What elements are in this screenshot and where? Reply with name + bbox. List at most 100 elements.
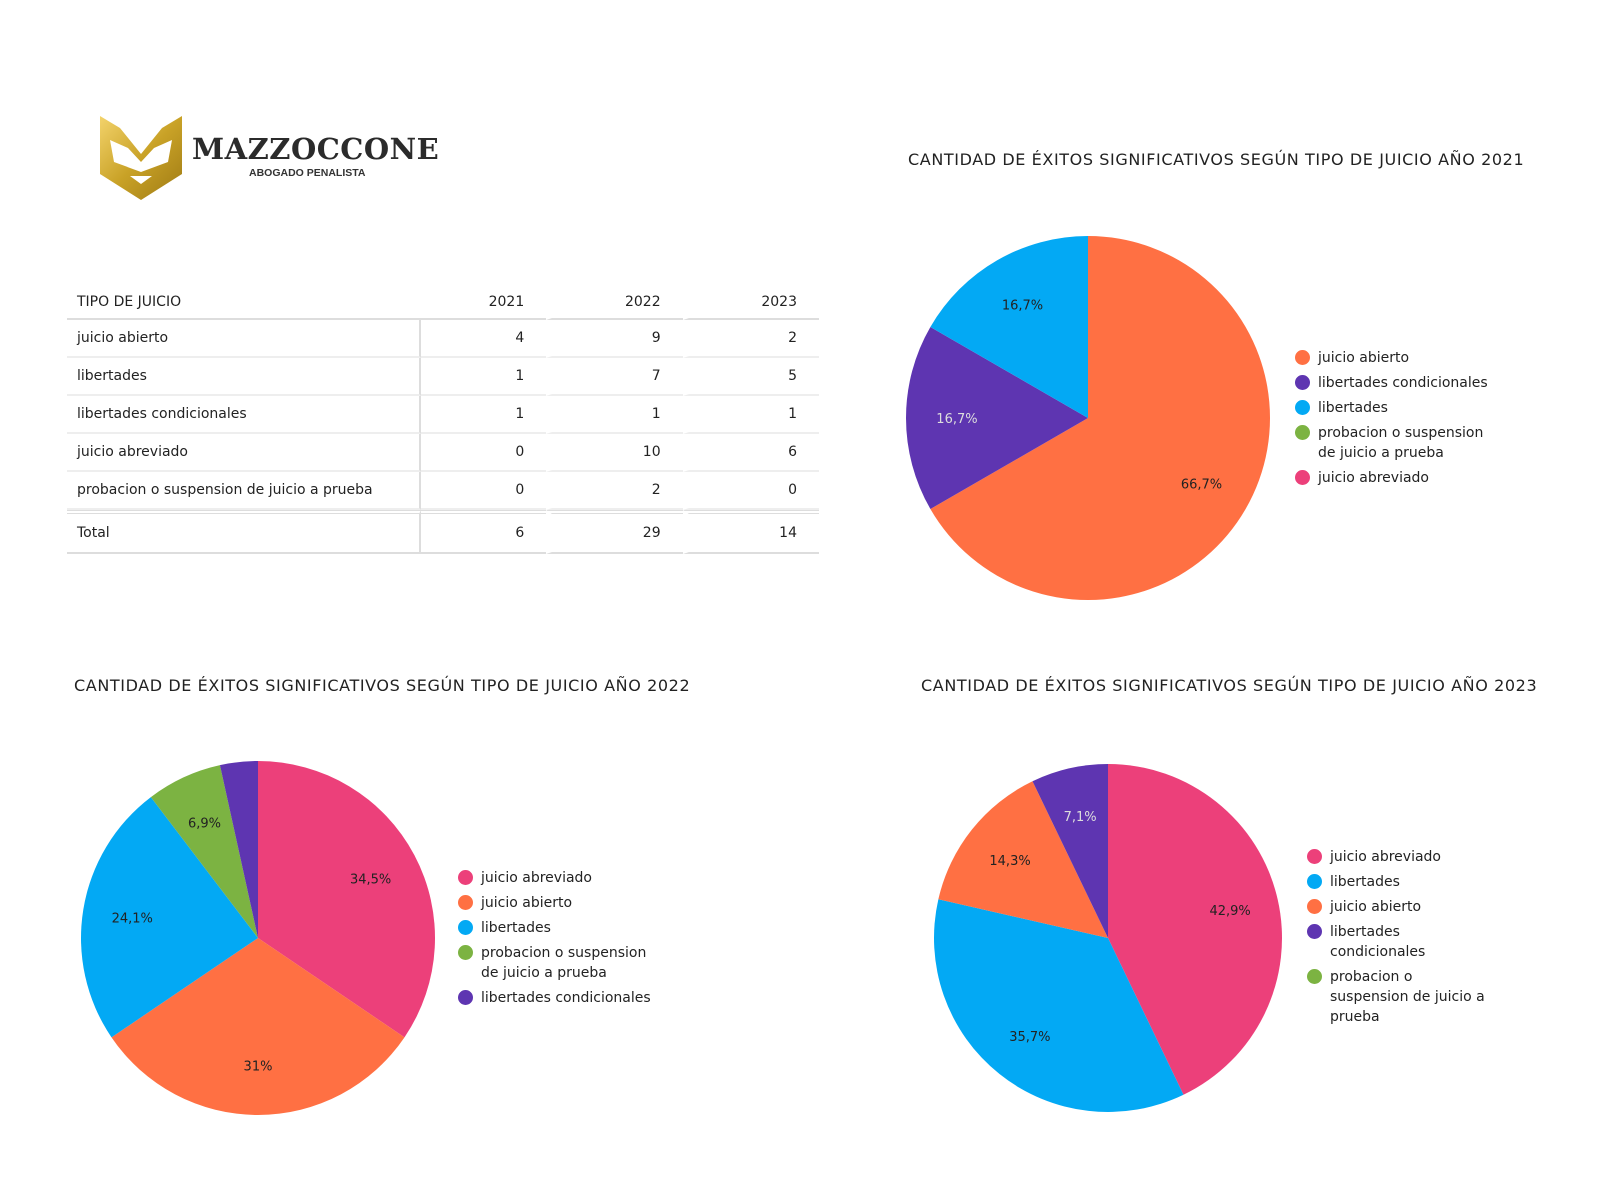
total-value: 29	[546, 510, 683, 554]
legend-item: libertades condicionales	[458, 988, 663, 1008]
chart-title-2021: CANTIDAD DE ÉXITOS SIGNIFICATIVOS SEGÚN …	[908, 150, 1525, 169]
legend-dot-icon	[1295, 400, 1310, 415]
pie-slice	[906, 327, 1088, 509]
logo: MAZZOCCONE ABOGADO PENALISTA	[100, 114, 439, 204]
legend-label: libertades condicionales	[1330, 924, 1426, 960]
legend-dot-icon	[1295, 470, 1310, 485]
legend-dot-icon	[1295, 425, 1310, 440]
chart-title-2023: CANTIDAD DE ÉXITOS SIGNIFICATIVOS SEGÚN …	[921, 676, 1538, 695]
legend-dot-icon	[1307, 874, 1322, 889]
legend-dot-icon	[1307, 899, 1322, 914]
table-row: juicio abierto 4 9 2	[67, 320, 819, 358]
chart-title-2022: CANTIDAD DE ÉXITOS SIGNIFICATIVOS SEGÚN …	[74, 676, 691, 695]
col-header-2023: 2023	[682, 288, 819, 320]
table-row: probacion o suspension de juicio a prueb…	[67, 472, 819, 510]
pie-slice	[930, 236, 1271, 600]
row-label: libertades	[67, 358, 421, 396]
cell-value: 4	[421, 320, 547, 358]
table-row: juicio abreviado 0 10 6	[67, 434, 819, 472]
pie-slice-label: 34,5%	[350, 872, 391, 887]
pie-slice-label: 24,1%	[112, 911, 153, 926]
legend-item: juicio abierto	[1295, 348, 1500, 368]
legend-item: probacion o suspension de juicio a prueb…	[1295, 423, 1500, 463]
pie-slice	[930, 236, 1088, 418]
legend-dot-icon	[458, 870, 473, 885]
legend-item: juicio abreviado	[458, 868, 663, 888]
col-header-2021: 2021	[421, 288, 547, 320]
pie-slice	[1108, 764, 1282, 1095]
row-label: probacion o suspension de juicio a prueb…	[67, 472, 421, 510]
legend-label: juicio abierto	[481, 895, 573, 911]
legend-item: probacion o suspension de juicio a prueb…	[458, 943, 663, 983]
legend-item: juicio abierto	[1307, 897, 1492, 917]
legend-label: libertades	[1330, 874, 1400, 890]
cell-value: 9	[546, 320, 683, 358]
total-value: 6	[421, 510, 547, 554]
legend-dot-icon	[1307, 849, 1322, 864]
cell-value: 0	[421, 472, 547, 510]
pie-2: 42,9% 35,7% 14,3% 7,1%	[934, 764, 1282, 1112]
cell-value: 0	[682, 472, 819, 510]
legend-label: juicio abreviado	[1330, 849, 1441, 865]
legend-label: probacion o suspension de juicio a prueb…	[1330, 969, 1485, 1025]
col-header-type: TIPO DE JUICIO	[67, 288, 421, 320]
col-header-2022: 2022	[546, 288, 683, 320]
legend-dot-icon	[458, 945, 473, 960]
legend-dot-icon	[1307, 924, 1322, 939]
legend-label: juicio abierto	[1318, 350, 1410, 366]
cell-value: 1	[682, 396, 819, 434]
pie-slice-label: 16,7%	[936, 412, 977, 427]
legend-label: libertades condicionales	[481, 990, 651, 1006]
pie-slice	[150, 765, 258, 938]
cell-value: 6	[682, 434, 819, 472]
pie-slice-label: 66,7%	[1181, 478, 1222, 493]
legend-dot-icon	[458, 895, 473, 910]
legend-label: libertades	[481, 920, 551, 936]
legend-item: libertades	[458, 918, 663, 938]
table-total-row: Total 6 29 14	[67, 510, 819, 554]
cell-value: 1	[546, 396, 683, 434]
pie-slice-label: 16,7%	[1002, 299, 1043, 314]
legend-label: juicio abreviado	[1318, 470, 1429, 486]
pie-slice	[81, 797, 258, 1038]
row-label: juicio abreviado	[67, 434, 421, 472]
pie-slice-label: 31%	[244, 1059, 273, 1074]
legend-label: juicio abreviado	[481, 870, 592, 886]
logo-name: MAZZOCCONE	[192, 132, 440, 166]
legend-item: libertades	[1307, 872, 1492, 892]
legend-item: libertades	[1295, 398, 1500, 418]
row-label: libertades condicionales	[67, 396, 421, 434]
legend-dot-icon	[1295, 350, 1310, 365]
legend-item: probacion o suspension de juicio a prueb…	[1307, 967, 1492, 1027]
cell-value: 10	[546, 434, 683, 472]
cell-value: 2	[546, 472, 683, 510]
legend-label: juicio abierto	[1330, 899, 1422, 915]
legend-dot-icon	[1307, 969, 1322, 984]
legend-dot-icon	[1295, 375, 1310, 390]
legend-item: juicio abreviado	[1307, 847, 1492, 867]
pie-slice-label: 7,1%	[1064, 810, 1097, 825]
cell-value: 7	[546, 358, 683, 396]
total-value: 14	[682, 510, 819, 554]
logo-subtitle: ABOGADO PENALISTA	[249, 167, 366, 179]
pie-slice-label: 14,3%	[989, 854, 1030, 869]
pie-slice	[938, 781, 1108, 938]
results-table: TIPO DE JUICIO 2021 2022 2023 juicio abi…	[67, 288, 819, 554]
pie-0: 66,7% 16,7% 16,7%	[906, 236, 1271, 600]
table-row: libertades 1 7 5	[67, 358, 819, 396]
table-row: libertades condicionales 1 1 1	[67, 396, 819, 434]
pie-slice	[1032, 764, 1108, 938]
logo-shield-icon	[100, 116, 182, 200]
pie-slice-label: 6,9%	[188, 816, 221, 831]
legend-label: probacion o suspension de juicio a prueb…	[481, 945, 647, 981]
legend-item: libertades condicionales	[1295, 373, 1500, 393]
cell-value: 0	[421, 434, 547, 472]
pie-slice	[111, 938, 405, 1115]
row-label: juicio abierto	[67, 320, 421, 358]
cell-value: 1	[421, 358, 547, 396]
pie-slice-label: 42,9%	[1209, 904, 1250, 919]
legend-dot-icon	[458, 920, 473, 935]
legend-label: libertades condicionales	[1318, 375, 1488, 391]
pie-1: 34,5% 31% 24,1% 6,9%	[81, 761, 435, 1115]
